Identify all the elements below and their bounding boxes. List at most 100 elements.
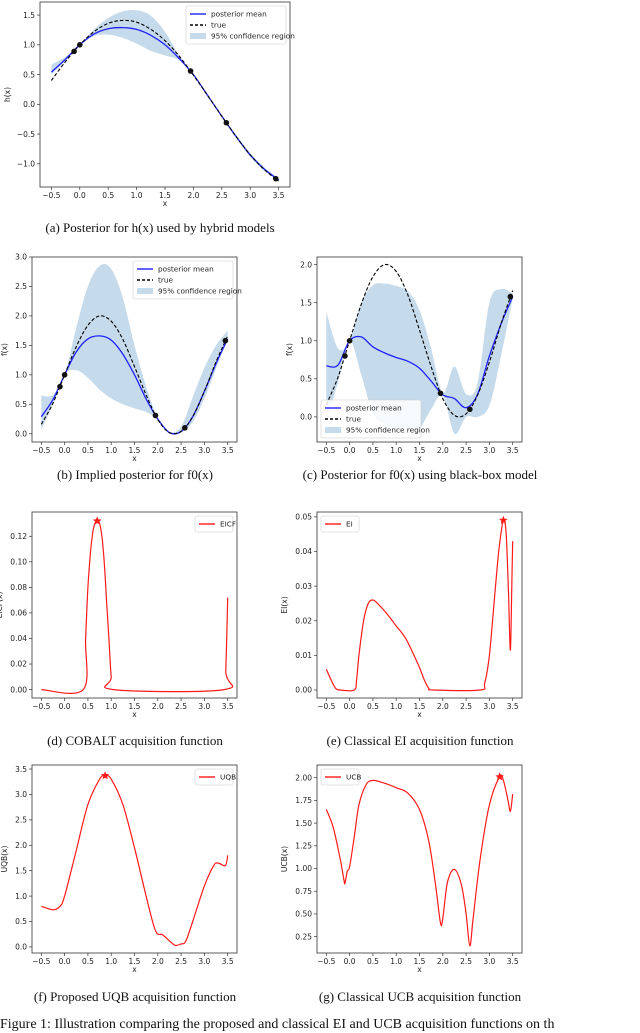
y-tick-label: 0.50 [295,910,312,919]
y-tick-label: −0.5 [17,130,35,139]
legend-box [185,5,287,45]
observation-point [272,175,279,182]
subplot-g: −0.5 0.0 0.5 1.0 1.5 2.0 2.5 3.0 3.5 0.25 0.50 0.75… [280,764,523,974]
y-tick-label: 0.12 [10,532,27,541]
y-tick-label: 0.01 [295,651,312,660]
y-axis-label: h(x) [3,87,12,102]
maximum-star-marker [499,515,508,524]
x-tick-label: 2.5 [175,702,187,711]
legend-swatch-band [137,288,153,294]
y-tick-label: 0.05 [295,513,312,522]
y-tick-label: −1.0 [17,160,35,169]
subplot-d: −0.5 0.0 0.5 1.0 1.5 2.0 2.5 3.0 3.5 0.00 0.02 0.04… [0,511,238,719]
y-tick-label: 0.5 [300,375,312,384]
legend: EICF [194,515,236,533]
legend-label: posterior mean [346,404,402,413]
x-tick-label: 0.5 [367,702,379,711]
x-tick-label: 1.5 [129,957,141,966]
y-tick-label: 0.06 [10,609,27,618]
plot-area [41,771,229,947]
series-line-EI [325,518,514,692]
x-tick-label: 3.0 [483,702,495,711]
x-tick-label: 0.0 [344,957,356,966]
figure-caption: Figure 1: Illustration comparing the pro… [0,1017,555,1032]
y-tick-label: 0.04 [10,634,27,643]
maximum-star-marker [92,516,102,525]
y-axis-label: EI(x) [280,596,289,613]
x-tick-label: −0.5 [317,957,335,966]
y-axis-label: UQB(x) [0,846,9,873]
y-tick-label: 1.5 [300,298,312,307]
observation-point [346,337,353,344]
x-tick-label: −0.5 [32,446,50,455]
x-tick-label: −0.5 [317,702,335,711]
y-tick-label: 1.0 [15,892,27,901]
x-tick-label: 3.5 [222,446,234,455]
y-tick-label: 0.10 [10,558,27,567]
x-tick-label: 0.0 [344,702,356,711]
subplot-c: −0.5 0.0 0.5 1.0 1.5 2.0 2.5 3.0 3.5 0.0 0.5 1.0 1.5… [285,256,523,463]
x-tick-label: 1.0 [105,446,117,455]
legend-swatch-band [190,33,206,39]
observation-point [507,293,514,300]
plot-area [325,515,514,692]
legend-label: EI [346,520,353,529]
y-tick-label: 1.0 [15,371,27,380]
x-tick-label: 3.0 [198,957,210,966]
x-axis-label: x [417,710,422,719]
x-tick-label: 3.0 [198,702,210,711]
caption-e: (e) Classical EI acquisition function [326,733,514,748]
subplot-e: −0.5 0.0 0.5 1.0 1.5 2.0 2.5 3.0 3.5 0.00 0.01 0.02… [280,511,523,719]
x-tick-label: −0.5 [32,957,50,966]
legend: EI [320,515,360,533]
series-line-posterior-mean [326,296,514,409]
legend-label: 95% confidence region [211,32,295,41]
y-axis-label: f(x) [0,343,9,356]
legend-box [320,399,422,439]
legend: UCB [320,768,361,786]
series-line-EICF [41,520,234,694]
observation-point [182,425,188,431]
y-tick-label: 1.5 [15,866,27,875]
axes-frame [316,511,523,699]
legend-label: 95% confidence region [158,287,242,296]
y-tick-label: 2.0 [300,260,312,269]
legend-label: UQB [220,773,236,782]
y-axis-label: UCB(x) [280,846,289,872]
x-tick-label: 2.0 [437,957,449,966]
y-tick-label: 0.0 [300,413,312,422]
x-tick-label: 1.0 [131,191,143,200]
x-tick-label: 2.5 [175,446,187,455]
observation-point [76,42,83,48]
caption-g: (g) Classical UCB acquisition function [318,989,522,1004]
y-tick-label: 3.0 [15,253,27,262]
maximum-star-marker [100,771,110,780]
subplot-a: −0.5 0.0 0.5 1.0 1.5 2.0 2.5 3.0 3.5 −1.0 −0.5 0.0 0… [3,1,295,208]
x-tick-label: −0.5 [42,191,60,200]
legend-label: posterior mean [158,265,214,274]
x-tick-label: 3.0 [483,957,495,966]
axes-frame [316,764,523,954]
x-axis-label: x [132,710,137,719]
y-tick-label: 1.0 [23,41,35,50]
confidence-band [41,264,228,435]
x-tick-label: 1.5 [414,957,426,966]
x-tick-label: 3.5 [507,446,519,455]
x-tick-label: 3.5 [222,702,234,711]
y-tick-label: 1.50 [295,819,312,828]
x-tick-label: 2.0 [152,957,164,966]
x-tick-label: 1.0 [390,446,402,455]
series-line-UCB [325,774,514,947]
y-tick-label: 0.5 [23,70,35,79]
subplot-b: −0.5 0.0 0.5 1.0 1.5 2.0 2.5 3.0 3.5 0.0 0.5 1.0 1.5… [0,253,242,463]
x-tick-label: 3.5 [273,191,285,200]
y-tick-label: 0.0 [15,943,27,952]
legend-label: EICF [220,520,236,529]
x-tick-label: 3.5 [507,702,519,711]
plot-area [50,10,280,182]
x-tick-label: 3.0 [244,191,256,200]
observation-point [61,372,68,378]
y-tick-label: 0.00 [10,685,27,694]
y-tick-label: 0.5 [15,400,27,409]
